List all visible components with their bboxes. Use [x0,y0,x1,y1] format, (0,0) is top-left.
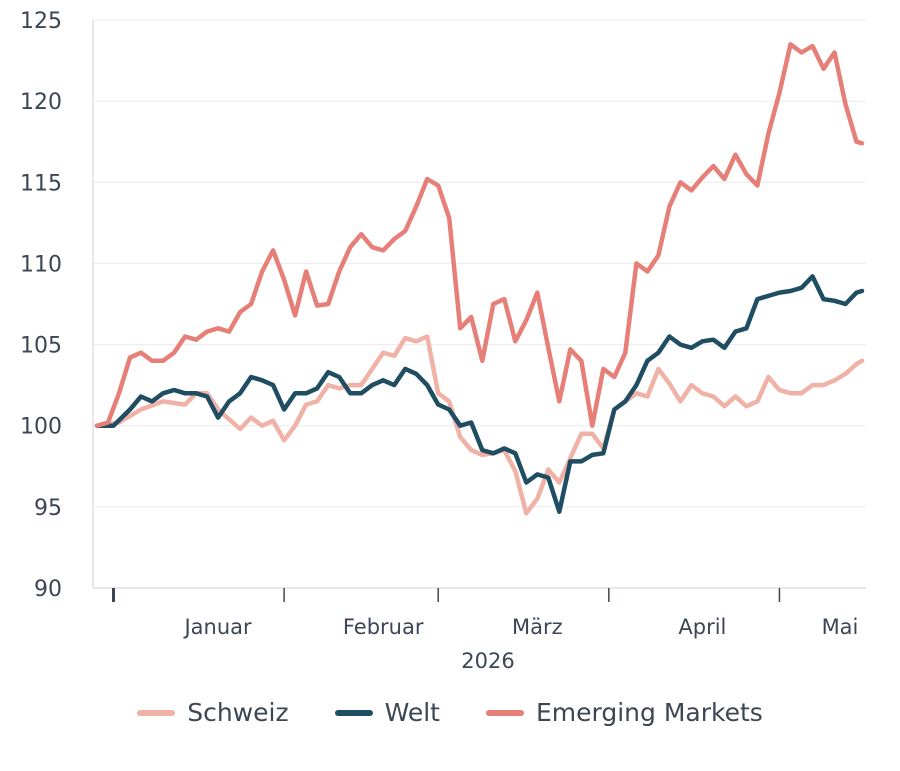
x-tick-label-mai: Mai [822,615,859,639]
y-tick-label-100: 100 [20,415,62,440]
line-chart: 90 95 100 105 110 115 120 125 Januar Februar März… [20,9,866,673]
legend-swatch-emerging-markets [485,709,524,716]
y-tick-label-115: 115 [20,171,62,196]
legend-item-welt[interactable]: Welt [334,698,440,727]
y-tick-label-125: 125 [20,9,62,34]
x-tick-label-april: April [678,615,726,639]
series-line-welt [94,274,865,514]
legend-swatch-schweiz [137,709,176,716]
legend: Schweiz Welt Emerging Markets [0,698,900,727]
x-tick-label-märz: März [512,615,563,639]
series-line-emerging-markets [94,42,865,428]
legend-swatch-welt [334,709,373,716]
x-axis-title: 2026 [461,649,514,673]
x-axis-ticks: Januar Februar März April Mai [112,588,859,639]
y-tick-label-90: 90 [34,577,62,602]
series-line-schweiz [94,334,865,516]
y-tick-label-120: 120 [20,90,62,115]
legend-label-welt: Welt [384,698,440,727]
series-lines [94,42,865,516]
grid-lines [93,19,866,589]
legend-label-schweiz: Schweiz [187,698,289,727]
axes [92,20,866,589]
x-tick-label-februar: Februar [343,615,424,639]
y-axis-ticks: 90 95 100 105 110 115 120 125 [20,9,62,602]
y-tick-label-105: 105 [20,334,62,359]
x-tick-label-januar: Januar [182,615,252,639]
legend-item-emerging-markets[interactable]: Emerging Markets [485,698,763,727]
y-tick-label-95: 95 [34,496,62,521]
legend-label-emerging-markets: Emerging Markets [535,698,763,727]
legend-item-schweiz[interactable]: Schweiz [137,698,289,727]
y-tick-label-110: 110 [20,252,62,277]
